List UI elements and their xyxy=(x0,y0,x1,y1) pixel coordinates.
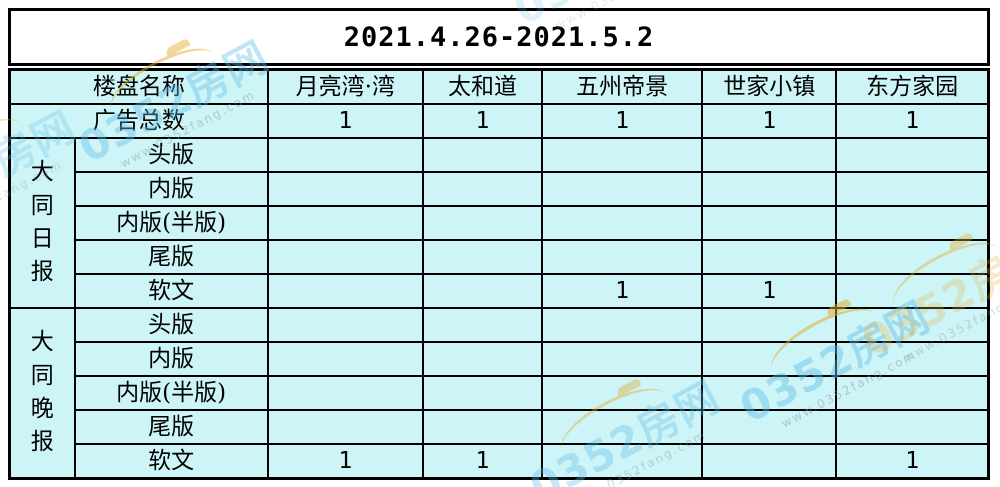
value-cell: 1 xyxy=(266,443,424,480)
value-cell xyxy=(541,443,704,480)
group-label-datong-evening: 大同晚报 xyxy=(8,307,76,480)
table-row-daily-inner-page: 内版 xyxy=(10,171,990,207)
value-cell xyxy=(835,307,990,343)
value-cell xyxy=(266,205,424,241)
table-row-daily-soft-article: 软文 1 1 xyxy=(10,273,990,309)
value-cell xyxy=(421,171,544,207)
total-ads-label: 广告总数 xyxy=(8,103,269,139)
table-row-daily-inner-half-page: 内版(半版) xyxy=(10,205,990,241)
value-cell xyxy=(701,409,838,445)
value-cell xyxy=(701,341,838,377)
value-cell xyxy=(701,307,838,343)
value-cell: 1 xyxy=(835,443,990,480)
value-cell xyxy=(701,137,838,173)
row-label-inner-half-page: 内版(半版) xyxy=(73,375,269,411)
value-cell xyxy=(701,239,838,275)
value-cell: 1 xyxy=(701,273,838,309)
column-header-property-4: 世家小镇 xyxy=(701,68,838,105)
row-label-front-page: 头版 xyxy=(73,307,269,343)
row-label-front-page: 头版 xyxy=(73,137,269,173)
date-range-title: 2021.4.26-2021.5.2 xyxy=(343,21,655,53)
row-label-inner-page: 内版 xyxy=(73,341,269,377)
value-cell xyxy=(835,137,990,173)
row-label-inner-page: 内版 xyxy=(73,171,269,207)
value-cell xyxy=(701,205,838,241)
value-cell xyxy=(266,409,424,445)
row-label-back-page: 尾版 xyxy=(73,239,269,275)
value-cell xyxy=(541,239,704,275)
value-cell xyxy=(541,171,704,207)
value-cell xyxy=(835,341,990,377)
value-cell xyxy=(266,239,424,275)
value-cell xyxy=(421,239,544,275)
table-row-evening-back-page: 尾版 xyxy=(10,409,990,445)
table-row-evening-front-page: 大同晚报 头版 xyxy=(8,307,990,480)
header-row: 楼盘名称 月亮湾·湾 太和道 五州帝景 世家小镇 东方家园 xyxy=(8,68,990,105)
column-header-property-name: 楼盘名称 xyxy=(8,68,269,105)
table-row-evening-inner-page: 内版 xyxy=(10,341,990,377)
value-cell xyxy=(541,137,704,173)
value-cell xyxy=(835,409,990,445)
value-cell: 1 xyxy=(541,273,704,309)
table-row-evening-soft-article: 软文 1 1 1 xyxy=(10,443,990,480)
value-cell xyxy=(421,137,544,173)
value-cell xyxy=(266,273,424,309)
table-row-daily-back-page: 尾版 xyxy=(10,239,990,275)
row-label-inner-half-page: 内版(半版) xyxy=(73,205,269,241)
value-cell xyxy=(835,205,990,241)
ad-schedule-table: 楼盘名称 月亮湾·湾 太和道 五州帝景 世家小镇 东方家园 广告总数 1 1 1… xyxy=(8,68,990,480)
value-cell xyxy=(421,273,544,309)
value-cell xyxy=(421,375,544,411)
row-label-back-page: 尾版 xyxy=(73,409,269,445)
value-cell xyxy=(421,205,544,241)
value-cell xyxy=(541,409,704,445)
value-cell xyxy=(701,171,838,207)
row-label-soft-article: 软文 xyxy=(73,443,269,480)
value-cell xyxy=(266,137,424,173)
table-row-evening-inner-half-page: 内版(半版) xyxy=(10,375,990,411)
value-cell xyxy=(541,341,704,377)
group-label-datong-daily: 大同日报 xyxy=(8,137,76,309)
column-header-property-1: 月亮湾·湾 xyxy=(266,68,424,105)
value-cell: 1 xyxy=(541,103,704,139)
value-cell xyxy=(421,307,544,343)
value-cell xyxy=(421,341,544,377)
value-cell: 1 xyxy=(701,103,838,139)
value-cell xyxy=(266,341,424,377)
column-header-property-3: 五州帝景 xyxy=(541,68,704,105)
value-cell xyxy=(835,171,990,207)
value-cell: 1 xyxy=(421,443,544,480)
value-cell xyxy=(835,239,990,275)
value-cell xyxy=(835,375,990,411)
value-cell xyxy=(266,375,424,411)
value-cell xyxy=(266,307,424,343)
value-cell: 1 xyxy=(835,103,990,139)
value-cell xyxy=(421,409,544,445)
column-header-property-2: 太和道 xyxy=(421,68,544,105)
row-label-soft-article: 软文 xyxy=(73,273,269,309)
value-cell: 1 xyxy=(421,103,544,139)
value-cell xyxy=(835,273,990,309)
date-range-title-box: 2021.4.26-2021.5.2 xyxy=(8,8,990,66)
value-cell xyxy=(541,307,704,343)
table-row-daily-front-page: 大同日报 头版 xyxy=(8,137,990,309)
total-ads-row: 广告总数 1 1 1 1 1 xyxy=(8,103,990,139)
value-cell xyxy=(541,375,704,411)
value-cell xyxy=(701,375,838,411)
column-header-property-5: 东方家园 xyxy=(835,68,990,105)
value-cell xyxy=(701,443,838,480)
value-cell: 1 xyxy=(266,103,424,139)
value-cell xyxy=(541,205,704,241)
value-cell xyxy=(266,171,424,207)
